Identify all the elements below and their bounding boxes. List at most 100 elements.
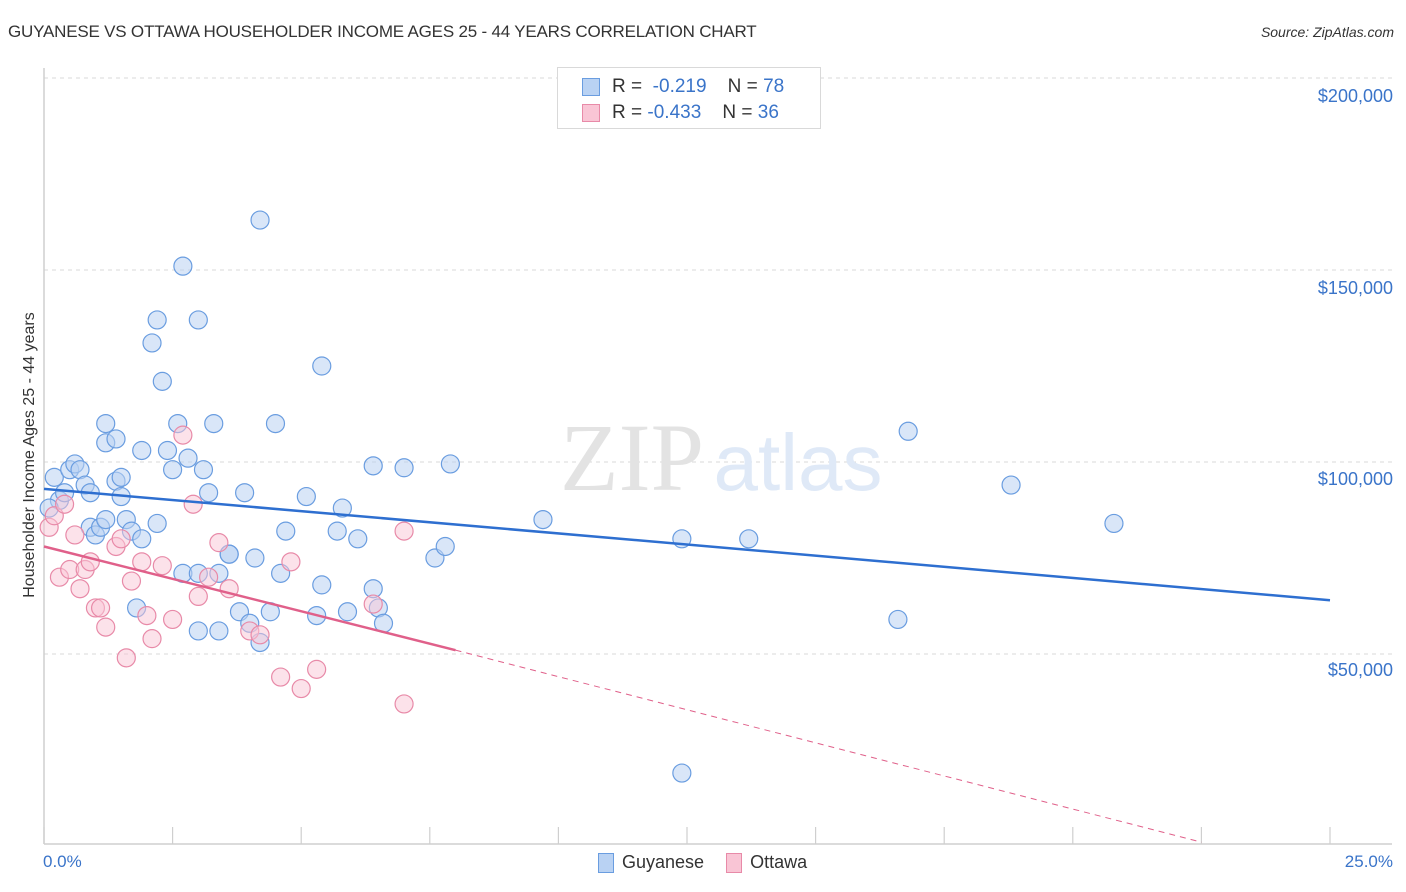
legend-item-guyanese[interactable]: Guyanese (598, 852, 704, 873)
ottawa-point (90, 598, 111, 618)
guyanese-point (204, 414, 224, 434)
guyanese-point (178, 448, 198, 468)
guyanese-point (111, 467, 131, 487)
watermark-zip: ZIP (560, 404, 704, 511)
y-tick-100000: $100,000 (1317, 469, 1393, 489)
ottawa-point (70, 579, 90, 599)
source-label: Source: ZipAtlas.com (1260, 24, 1394, 40)
gridlines (44, 77, 1392, 655)
ottawa-point (209, 533, 229, 553)
guyanese-point (96, 509, 116, 530)
n-label: N = (722, 102, 753, 123)
guyanese-point (106, 429, 126, 449)
ottawa-point (188, 586, 208, 607)
guyanese-point (1104, 513, 1124, 534)
ottawa-point (132, 552, 152, 572)
watermark-atlas: atlas (714, 418, 883, 507)
legend-row-guyanese: R = -0.219 N = 78 (582, 76, 784, 98)
guyanese-points (39, 210, 1124, 783)
ottawa-point (199, 567, 219, 587)
series-legend: Guyanese Ottawa (598, 852, 829, 873)
guyanese-point (296, 486, 316, 507)
guyanese-point (147, 310, 167, 330)
watermark: ZIP atlas (560, 404, 882, 511)
guyanese-point (888, 609, 908, 630)
guyanese-point (312, 356, 332, 376)
guyanese-point (44, 467, 64, 487)
ottawa-swatch-icon (726, 852, 743, 873)
r-value: -0.219 (652, 76, 707, 97)
guyanese-point (363, 456, 383, 476)
trend-lines (43, 487, 1331, 843)
n-value: 78 (763, 76, 785, 97)
r-value: -0.433 (647, 102, 702, 123)
guyanese-point (152, 371, 172, 391)
ottawa-point (183, 494, 203, 514)
guyanese-point (440, 454, 460, 474)
guyanese-point (250, 210, 270, 230)
guyanese-point (188, 310, 208, 330)
ottawa-point (152, 556, 172, 576)
y-tick-200000: $200,000 (1317, 86, 1393, 106)
guyanese-point (394, 458, 414, 478)
guyanese-point (163, 460, 183, 480)
legend-item-ottawa[interactable]: Ottawa (726, 852, 807, 873)
guyanese-point (337, 602, 358, 622)
guyanese-point (96, 414, 116, 434)
ottawa-point (394, 694, 414, 714)
r-label: R = (612, 76, 643, 97)
guyanese-point (245, 548, 265, 568)
ottawa-swatch-icon (582, 104, 600, 122)
guyanese-point (188, 621, 208, 641)
ottawa-point (271, 667, 291, 687)
ottawa-point (121, 571, 142, 591)
ottawa-point (394, 521, 414, 541)
guyanese-point (898, 421, 918, 441)
ottawa-point (137, 605, 157, 626)
guyanese-point (672, 763, 692, 783)
ottawa-point (65, 525, 85, 545)
ottawa-point (116, 648, 136, 668)
n-label: N = (727, 76, 758, 97)
ottawa-point (142, 629, 162, 649)
ottawa-point (96, 617, 116, 637)
guyanese-swatch-icon (598, 852, 614, 873)
legend-row-ottawa: R = -0.433 N = 36 (582, 102, 779, 124)
guyanese-point (327, 521, 347, 541)
guyanese-point (1001, 475, 1021, 495)
guyanese-point (173, 256, 193, 276)
ottawa-point (307, 659, 327, 679)
legend-label: Ottawa (750, 852, 808, 872)
guyanese-point (209, 621, 229, 641)
guyanese-point (157, 440, 178, 461)
ottawa-point (291, 678, 311, 699)
guyanese-point (739, 529, 759, 549)
y-axis-title: Householder Income Ages 25 - 44 years (21, 312, 38, 598)
ottawa-trend-line (43, 545, 456, 652)
guyanese-point (193, 460, 214, 480)
r-label: R = (612, 102, 643, 123)
ottawa-point (54, 494, 75, 514)
guyanese-point (235, 483, 255, 503)
guyanese-point (199, 483, 219, 503)
guyanese-point (132, 440, 152, 461)
chart-title: GUYANESE VS OTTAWA HOUSEHOLDER INCOME AG… (8, 22, 757, 41)
guyanese-point (132, 529, 152, 549)
guyanese-point (147, 513, 167, 534)
guyanese-point (533, 509, 553, 530)
ottawa-trend-extension (455, 649, 1202, 843)
y-tick-50000: $50,000 (1327, 660, 1393, 680)
guyanese-swatch-icon (582, 78, 600, 96)
legend-label: Guyanese (622, 852, 705, 872)
y-tick-150000: $150,000 (1317, 278, 1393, 298)
guyanese-point (276, 521, 296, 541)
guyanese-point (332, 498, 352, 518)
correlation-legend: R = -0.219 N = 78 R = -0.433 N = 36 (557, 67, 821, 129)
ottawa-point (281, 552, 301, 572)
guyanese-point (142, 333, 162, 353)
guyanese-trend-line (43, 487, 1331, 602)
ottawa-point (163, 609, 183, 630)
x-tick-25: 25.0% (1344, 852, 1393, 871)
n-value: 36 (757, 102, 779, 123)
